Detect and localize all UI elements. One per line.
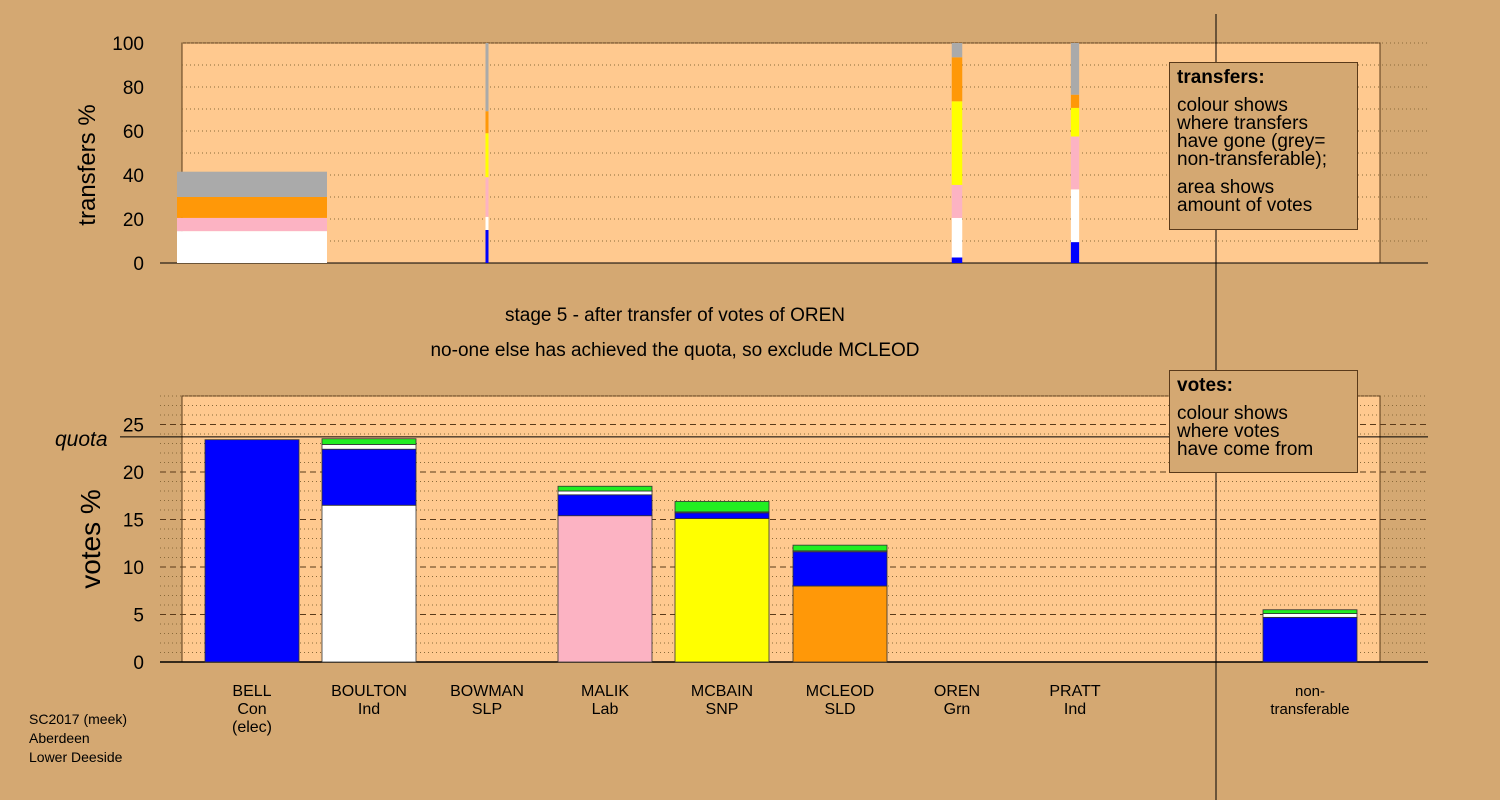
candidate-name-label: PRATT bbox=[1049, 683, 1100, 700]
vote-bar bbox=[557, 485, 653, 663]
transfer-segment bbox=[177, 171, 327, 197]
candidate-party-label: SLD bbox=[824, 701, 855, 718]
transfer-segment bbox=[1070, 107, 1080, 137]
vote-segment bbox=[321, 438, 417, 445]
transfer-segment bbox=[1070, 43, 1080, 95]
transfers-legend-line: amount of votes bbox=[1177, 195, 1313, 216]
vote-segment bbox=[557, 490, 653, 496]
stage-decision: no-one else has achieved the quota, so e… bbox=[430, 340, 920, 361]
transfer-segment bbox=[485, 177, 489, 217]
candidate-name-label: BOWMAN bbox=[450, 683, 524, 700]
votes-legend-line: where votes bbox=[1177, 421, 1280, 442]
transfer-segment bbox=[177, 197, 327, 218]
votes-legend-line: colour shows bbox=[1177, 403, 1288, 424]
votes-legend-line: have come from bbox=[1177, 439, 1314, 460]
candidate-party-label: Grn bbox=[944, 701, 971, 718]
vote-bar bbox=[674, 501, 770, 663]
transfer-segment bbox=[951, 43, 963, 58]
transfer-segment bbox=[951, 257, 963, 263]
footer-ward: Lower Deeside bbox=[29, 749, 123, 765]
candidate-party-label: Con bbox=[237, 701, 266, 718]
vote-segment bbox=[321, 448, 417, 506]
transfers-legend-line: have gone (grey= bbox=[1177, 131, 1326, 152]
transfer-segment bbox=[1070, 242, 1080, 263]
vote-bar bbox=[792, 544, 888, 663]
transfers-y-axis-label: transfers % bbox=[74, 104, 101, 225]
votes-y-tick-label: 20 bbox=[123, 463, 144, 484]
transfer-segment bbox=[951, 101, 963, 185]
vote-segment bbox=[1262, 616, 1358, 663]
transfers-y-tick-label: 0 bbox=[133, 254, 144, 275]
candidate-name-label: BOULTON bbox=[331, 683, 407, 700]
vote-segment bbox=[1262, 613, 1358, 618]
transfers-legend-line: non-transferable); bbox=[1177, 149, 1327, 170]
vote-segment bbox=[792, 544, 888, 552]
vote-segment bbox=[557, 515, 653, 663]
votes-legend-title: votes: bbox=[1177, 375, 1233, 396]
vote-bar bbox=[1262, 609, 1358, 663]
transfer-segment bbox=[177, 217, 327, 232]
vote-segment bbox=[674, 512, 770, 519]
transfers-legend-line: colour shows bbox=[1177, 95, 1288, 116]
transfer-segment bbox=[951, 217, 963, 258]
vote-bar bbox=[321, 438, 417, 663]
vote-segment bbox=[557, 485, 653, 492]
transfers-legend-title: transfers: bbox=[1177, 67, 1265, 88]
votes-y-tick-label: 5 bbox=[133, 606, 144, 627]
transfer-segment bbox=[951, 184, 963, 218]
transfer-segment bbox=[485, 111, 489, 134]
candidate-party-label: SNP bbox=[706, 701, 739, 718]
candidate-name-label: MCBAIN bbox=[691, 683, 753, 700]
votes-y-axis-label: votes % bbox=[75, 489, 106, 589]
transfers-y-tick-label: 100 bbox=[112, 34, 144, 55]
transfers-y-tick-label: 40 bbox=[123, 166, 144, 187]
vote-bar bbox=[204, 439, 300, 663]
candidate-party-label: SLP bbox=[472, 701, 502, 718]
footer-council: Aberdeen bbox=[29, 730, 90, 746]
quota-label: quota bbox=[55, 428, 108, 451]
transfer-segment bbox=[485, 133, 489, 178]
transfers-y-tick-label: 60 bbox=[123, 122, 144, 143]
election-footer: SC2017 (meek) Aberdeen Lower Deeside bbox=[29, 710, 127, 767]
candidate-party-label: Ind bbox=[1064, 701, 1086, 718]
candidate-name-label: non- bbox=[1295, 683, 1325, 700]
vote-segment bbox=[792, 551, 888, 587]
votes-y-tick-label: 25 bbox=[123, 416, 144, 437]
transfer-segment bbox=[1070, 189, 1080, 243]
candidate-name-label: MCLEOD bbox=[806, 683, 874, 700]
vote-segment bbox=[792, 585, 888, 663]
votes-y-tick-label: 10 bbox=[123, 558, 144, 579]
vote-segment bbox=[204, 439, 300, 663]
votes-y-tick-label: 15 bbox=[123, 511, 144, 532]
candidate-name-label: MALIK bbox=[581, 683, 629, 700]
transfer-segment bbox=[485, 230, 489, 263]
stage-caption: stage 5 - after transfer of votes of ORE… bbox=[504, 305, 846, 326]
vote-segment bbox=[321, 504, 417, 663]
vote-segment bbox=[1262, 609, 1358, 614]
votes-y-tick-label: 0 bbox=[133, 653, 144, 674]
candidate-party-label: Lab bbox=[592, 701, 619, 718]
vote-segment bbox=[321, 444, 417, 450]
candidate-name-label: BELL bbox=[232, 683, 271, 700]
transfer-segment bbox=[1070, 94, 1080, 108]
candidate-party-label: Ind bbox=[358, 701, 380, 718]
transfer-segment bbox=[485, 216, 489, 230]
votes-legend: votes: colour shows where votes have com… bbox=[1169, 370, 1358, 473]
footer-election: SC2017 (meek) bbox=[29, 711, 128, 727]
transfers-legend: transfers: colour shows where transfers … bbox=[1169, 62, 1358, 230]
transfers-y-tick-label: 80 bbox=[123, 78, 144, 99]
transfers-legend-line: where transfers bbox=[1177, 113, 1308, 134]
transfer-segment bbox=[1070, 136, 1080, 190]
transfer-segment bbox=[177, 231, 327, 263]
transfer-segment bbox=[485, 43, 489, 112]
vote-segment bbox=[674, 518, 770, 663]
vote-segment bbox=[674, 501, 770, 513]
candidate-name-label: OREN bbox=[934, 683, 980, 700]
transfers-y-tick-label: 20 bbox=[123, 210, 144, 231]
candidate-party-label: transferable bbox=[1270, 701, 1349, 718]
candidate-status-label: (elec) bbox=[232, 719, 272, 736]
transfers-legend-line: area shows bbox=[1177, 177, 1275, 198]
vote-segment bbox=[557, 494, 653, 517]
transfer-segment bbox=[951, 57, 963, 102]
